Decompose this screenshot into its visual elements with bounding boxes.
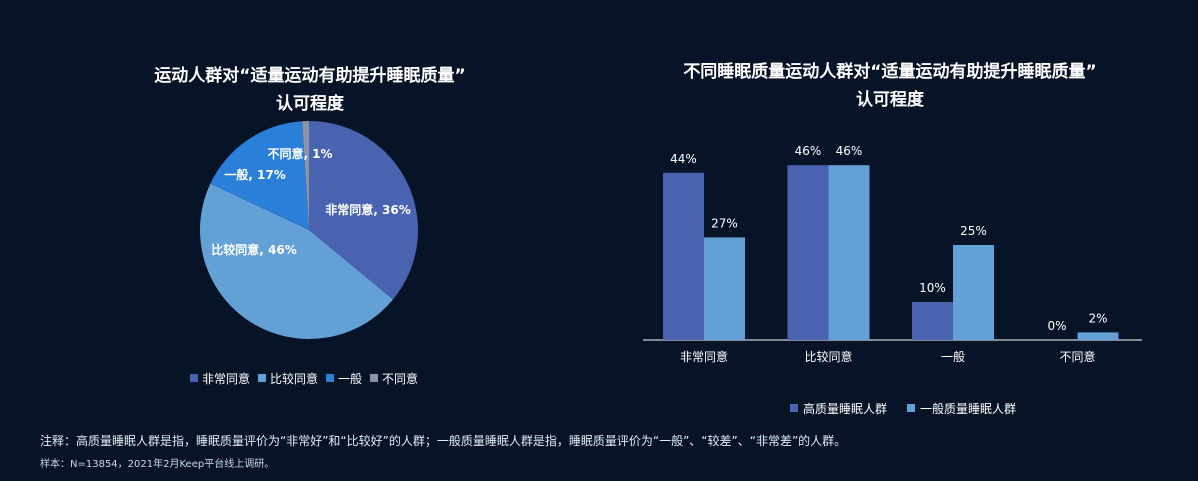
bar-data-label-0-1: 27% [711,216,738,230]
bar-title-line2: 认可程度 [856,90,924,110]
pie-data-label-2: 一般, 17% [224,167,285,182]
bar-chart-title: 不同睡眠质量运动人群对“适量运动有助提升睡眠质量” 认可程度 [620,58,1160,114]
bar-legend-swatch-0 [790,404,798,412]
pie-slice-1 [199,183,393,340]
bar-category-label-0: 非常同意 [680,349,728,364]
pie-data-label-0: 非常同意, 36% [325,202,410,217]
bar-legend-label-0: 高质量睡眠人群 [803,401,887,416]
pie-slice-3 [302,121,309,230]
bar-data-label-1-0: 46% [795,144,822,158]
bar-2-series-0 [912,302,953,340]
pie-data-label-3: 不同意, 1% [267,146,332,161]
bar-data-label-2-1: 25% [960,224,987,238]
footnote-sample: 样本：N=13854，2021年2月Keep平台线上调研。 [40,459,275,470]
bar-data-label-3-1: 2% [1088,311,1107,325]
bar-title-line1: 不同睡眠质量运动人群对“适量运动有助提升睡眠质量” [683,62,1097,82]
pie-title-line1: 运动人群对“适量运动有助提升睡眠质量” [154,66,466,86]
bar-category-label-3: 不同意 [1059,349,1095,364]
bar-1-series-1 [828,165,870,340]
bar-1-series-0 [787,165,829,340]
pie-slice-0 [309,121,419,300]
pie-legend-label-2: 一般 [338,371,362,386]
bar-category-label-1: 比较同意 [804,349,852,364]
pie-data-label-1: 比较同意, 46% [211,242,296,257]
pie-title-line2: 认可程度 [276,94,344,114]
pie-legend-swatch-3 [370,374,378,382]
pie-legend-swatch-2 [326,374,334,382]
bar-legend-swatch-1 [907,404,915,412]
bar-2-series-1 [953,245,994,340]
bar-data-label-3-0: 0% [1047,319,1066,333]
bar-3-series-1 [1077,332,1119,340]
pie-slice-2 [210,121,309,230]
pie-legend-label-0: 非常同意 [202,371,250,386]
bar-0-series-0 [663,172,704,340]
pie-legend-swatch-1 [258,374,266,382]
bar-data-label-1-1: 46% [836,144,863,158]
bar-legend-label-1: 一般质量睡眠人群 [920,401,1016,416]
pie-legend-swatch-0 [190,374,198,382]
pie-legend-label-1: 比较同意 [270,371,318,386]
pie-legend-label-3: 不同意 [382,371,418,386]
footnote-note: 注释：高质量睡眠人群是指，睡眠质量评价为“非常好”和“比较好”的人群；一般质量睡… [40,434,847,448]
bar-data-label-0-0: 44% [670,152,697,166]
pie-chart-title: 运动人群对“适量运动有助提升睡眠质量” 认可程度 [110,62,510,118]
bar-0-series-1 [704,237,745,340]
bar-data-label-2-0: 10% [919,281,946,295]
bar-category-label-2: 一般 [941,349,965,364]
